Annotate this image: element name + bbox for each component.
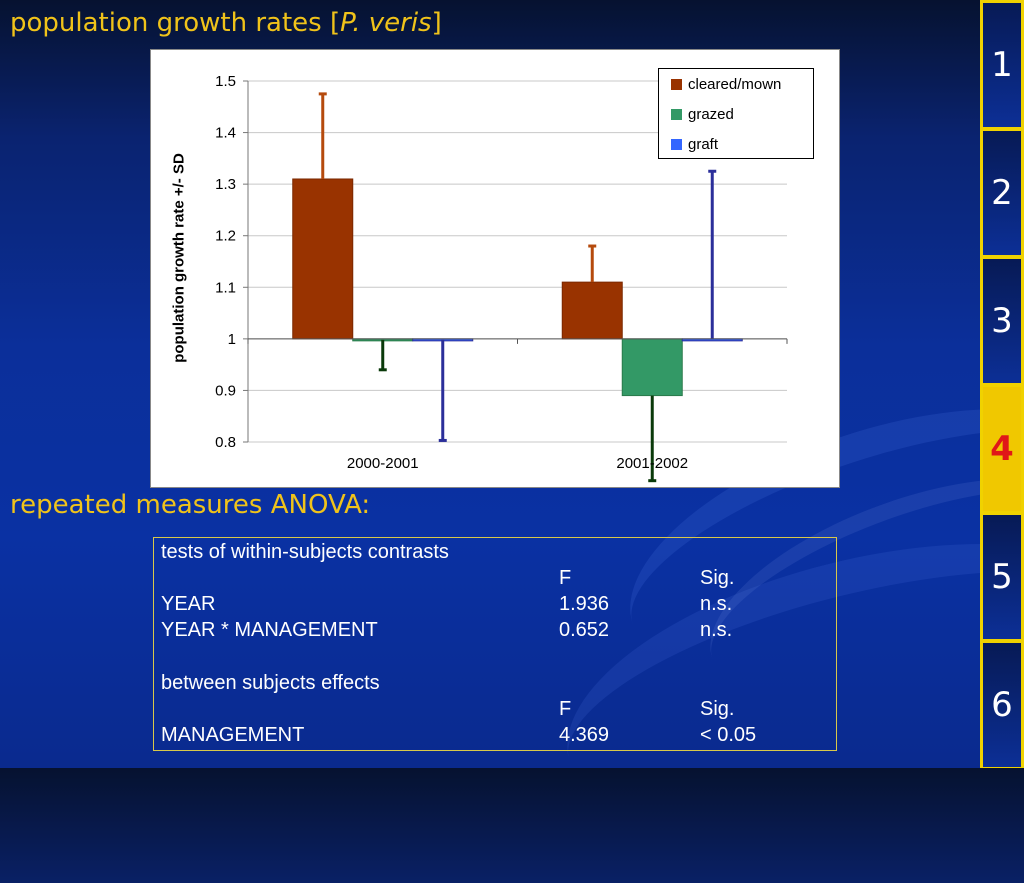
- within-row-effect: YEAR: [161, 593, 216, 615]
- y-tick-label: 1.2: [215, 228, 236, 245]
- y-tick-label: 0.8: [215, 434, 236, 451]
- title-suffix: ]: [431, 8, 442, 38]
- y-tick-label: 1: [228, 331, 236, 348]
- between-row-effect: MANAGEMENT: [161, 724, 305, 746]
- y-axis-label: population growth rate +/- SD: [170, 153, 188, 363]
- nav-slide-1[interactable]: 1: [983, 3, 1021, 127]
- legend-label-graft: graft: [688, 135, 719, 153]
- chart-legend: cleared/mown grazed graft: [658, 68, 814, 159]
- x-tick-label: 2001-2002: [616, 455, 688, 472]
- slide-navigation: 1 2 3 4 5 6: [980, 0, 1024, 768]
- bar-cleared-mown: [561, 281, 623, 340]
- legend-item-graft: graft: [671, 135, 718, 153]
- within-header-sig: Sig.: [700, 567, 735, 589]
- section-title: repeated measures ANOVA:: [10, 490, 371, 520]
- y-tick-label: 1.1: [215, 279, 236, 296]
- legend-swatch-grazed: [671, 108, 682, 120]
- within-row-sig: n.s.: [700, 619, 733, 641]
- within-row-f: 0.652: [559, 619, 610, 641]
- y-tick-label: 1.5: [215, 73, 236, 90]
- nav-slide-4[interactable]: 4: [983, 387, 1021, 511]
- nav-slide-3[interactable]: 3: [983, 259, 1021, 383]
- legend-item-cleared-mown: cleared/mown: [671, 75, 781, 93]
- within-subjects-title: tests of within-subjects contrasts: [161, 541, 449, 563]
- bar-chart: 0.8 0.9 1 1.1 1.2 1.3 1.4 1.5 2000-2001 2001-2002: [215, 73, 788, 483]
- legend-swatch-graft: [671, 138, 682, 150]
- anova-table: tests of within-subjects contrasts F Sig…: [153, 537, 837, 751]
- between-header-f: F: [559, 698, 572, 720]
- bar-cleared-mown: [292, 178, 354, 340]
- y-tick-label: 0.9: [215, 382, 236, 399]
- title-prefix: population growth rates [: [10, 8, 341, 38]
- within-row-f: 1.936: [559, 593, 610, 615]
- between-subjects-title: between subjects effects: [161, 672, 380, 694]
- y-tick-label: 1.3: [215, 176, 236, 193]
- y-tick-label: 1.4: [215, 125, 236, 142]
- legend-item-grazed: grazed: [671, 105, 734, 123]
- bar-grazed: [621, 338, 683, 397]
- between-header-sig: Sig.: [700, 698, 735, 720]
- slide-title: population growth rates [P. veris]: [10, 8, 442, 38]
- x-tick-label: 2000-2001: [347, 455, 419, 472]
- between-row-sig: < 0.05: [700, 724, 757, 746]
- within-header-f: F: [559, 567, 572, 589]
- within-row-effect: YEAR * MANAGEMENT: [161, 619, 378, 641]
- nav-slide-2[interactable]: 2: [983, 131, 1021, 255]
- legend-swatch-cleared-mown: [671, 78, 682, 90]
- legend-label-grazed: grazed: [688, 105, 734, 123]
- between-row-f: 4.369: [559, 724, 610, 746]
- nav-slide-6[interactable]: 6: [983, 643, 1021, 767]
- within-row-sig: n.s.: [700, 593, 733, 615]
- title-species: P. veris: [340, 8, 432, 38]
- legend-label-cleared-mown: cleared/mown: [688, 75, 782, 93]
- nav-slide-5[interactable]: 5: [983, 515, 1021, 639]
